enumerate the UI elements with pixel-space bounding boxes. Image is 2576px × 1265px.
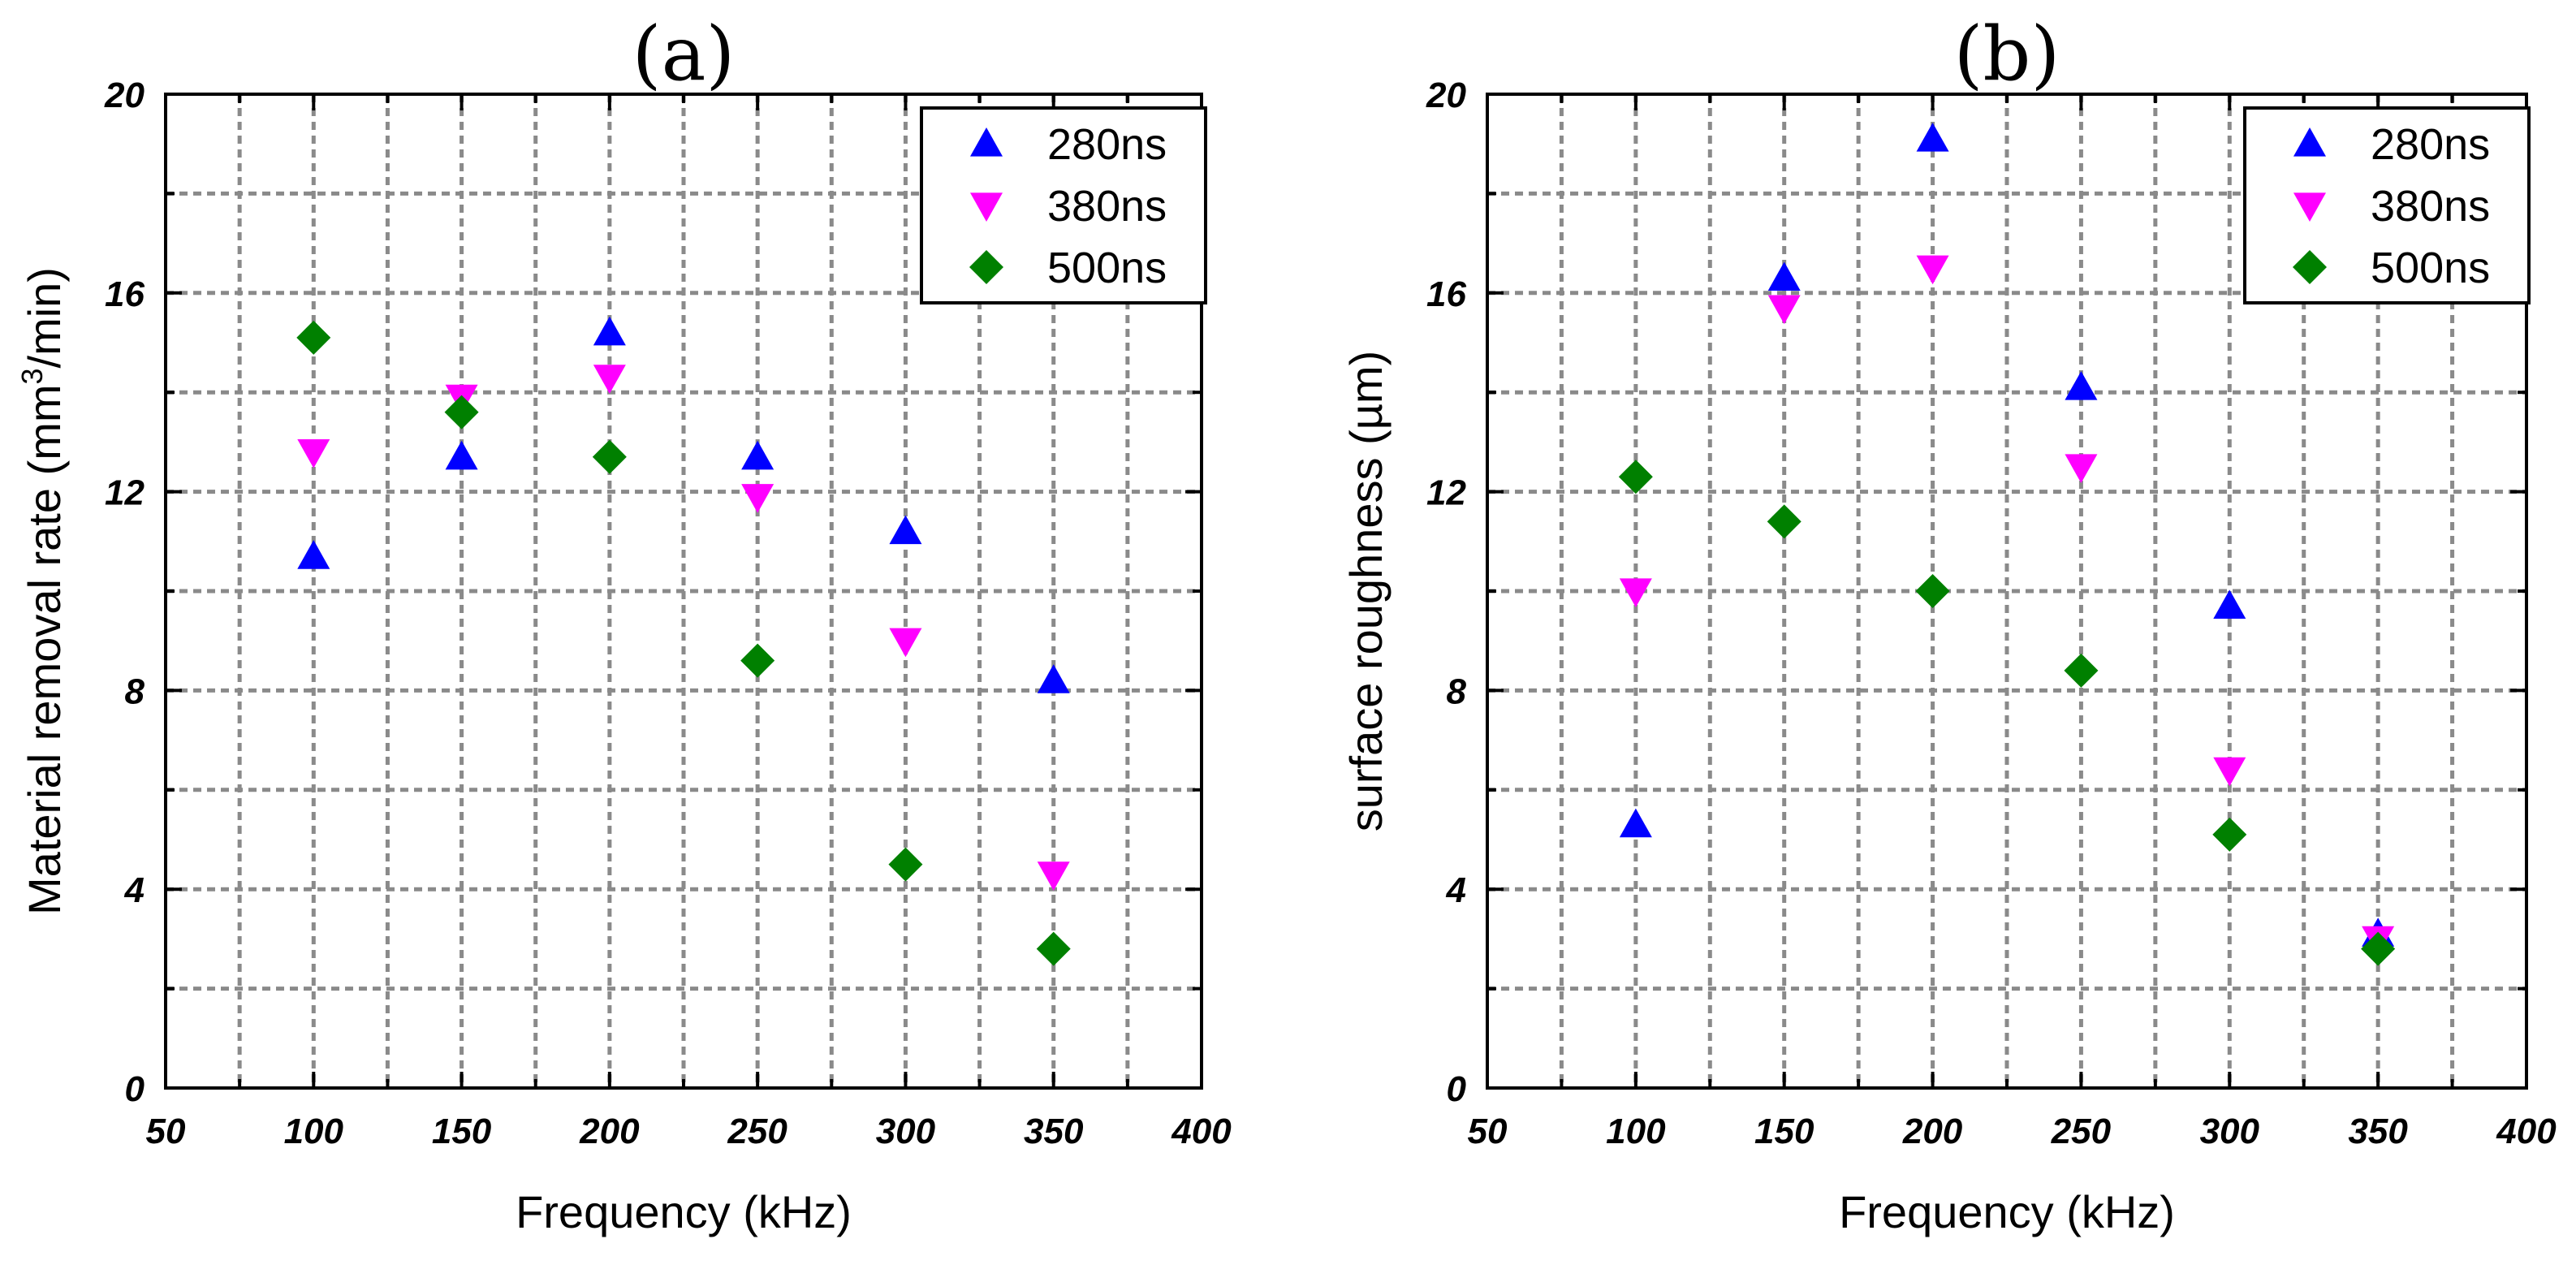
data-point-280ns [445, 440, 478, 470]
data-point-500ns [888, 847, 923, 882]
legend: 280ns 380ns 500ns [920, 106, 1207, 304]
y-axis-title-tail: /min) [19, 267, 70, 368]
data-points [296, 316, 1071, 966]
x-tick-label: 400 [1171, 1112, 1232, 1151]
grid [166, 94, 1202, 1088]
x-tick-label: 250 [727, 1112, 787, 1151]
y-tick-label: 20 [104, 76, 145, 115]
data-point-500ns [2361, 931, 2396, 966]
legend-box [920, 106, 1207, 304]
data-point-280ns [593, 316, 626, 346]
legend-marker-500ns [2293, 250, 2327, 284]
data-point-500ns [296, 320, 331, 355]
y-axis-title: surface roughness (µm) [1340, 351, 1392, 831]
legend-marker-380ns [2293, 192, 2326, 222]
legend-marker-280ns [2293, 127, 2326, 157]
data-point-500ns [444, 395, 479, 430]
x-tick-label: 100 [1606, 1112, 1666, 1151]
data-point-380ns [297, 439, 330, 468]
data-point-280ns [1767, 261, 1801, 291]
y-tick-label: 0 [125, 1069, 145, 1109]
legend-label: 280ns [2371, 120, 2490, 169]
legend: 280ns 380ns 500ns [2243, 106, 2531, 304]
data-point-380ns [889, 628, 922, 658]
x-tick-label: 50 [1468, 1112, 1508, 1151]
x-tick-label: 400 [2496, 1112, 2557, 1151]
x-tick-label: 350 [1024, 1112, 1084, 1151]
data-point-500ns [740, 643, 775, 678]
x-axis: 50 100 150 200 250 300 350 400 [1468, 94, 2557, 1151]
x-tick-label: 50 [146, 1112, 186, 1151]
legend-label: 500ns [2371, 244, 2490, 292]
data-point-500ns [1915, 574, 1950, 608]
y-tick-label: 4 [124, 870, 145, 910]
data-point-280ns [2065, 371, 2098, 400]
y-tick-label: 16 [105, 274, 145, 314]
y-tick-label: 20 [1426, 76, 1466, 115]
y-tick-label: 0 [1447, 1069, 1467, 1109]
data-point-500ns [2212, 817, 2247, 852]
data-point-280ns [297, 540, 330, 569]
data-point-380ns [741, 484, 775, 513]
data-point-380ns [1767, 295, 1801, 325]
data-point-380ns [1916, 255, 1949, 285]
x-tick-label: 150 [1754, 1112, 1814, 1151]
legend-label: 500ns [1047, 244, 1167, 292]
x-axis-title: Frequency (kHz) [1839, 1186, 2175, 1237]
data-point-280ns [1037, 664, 1070, 693]
y-axis-title-sup: 3 [15, 368, 49, 384]
x-tick-label: 150 [432, 1112, 492, 1151]
data-point-500ns [1036, 931, 1071, 966]
x-tick-label: 100 [284, 1112, 344, 1151]
data-point-500ns [592, 439, 627, 474]
legend-marker-380ns [970, 192, 1003, 222]
y-tick-label: 12 [105, 473, 145, 513]
data-point-500ns [1767, 504, 1801, 539]
data-point-280ns [889, 515, 922, 545]
legend-marker-500ns [969, 250, 1003, 284]
x-tick-label: 250 [2051, 1112, 2112, 1151]
data-point-280ns [1619, 808, 1652, 838]
data-points [1618, 123, 2396, 966]
y-tick-label: 8 [1447, 671, 1467, 711]
legend-marker-280ns [970, 127, 1003, 157]
data-point-500ns [2064, 653, 2099, 688]
panel-label: (a) [632, 11, 736, 97]
data-point-500ns [1618, 460, 1653, 494]
legend-label: 380ns [1047, 182, 1167, 231]
y-axis: 0 4 8 12 16 20 [1426, 76, 2526, 1109]
data-point-380ns [2065, 454, 2098, 483]
x-axis: 50 100 150 200 250 300 350 400 [146, 94, 1232, 1151]
data-point-380ns [593, 365, 626, 394]
y-axis-title-main: Material removal rate (mm [19, 385, 70, 915]
y-axis-title-main: surface roughness (µm) [1340, 351, 1392, 831]
x-tick-label: 200 [1902, 1112, 1963, 1151]
x-tick-label: 300 [876, 1112, 936, 1151]
data-point-280ns [1916, 123, 1949, 152]
data-point-280ns [741, 440, 775, 470]
y-tick-label: 4 [1446, 870, 1466, 910]
y-axis-title: Material removal rate (mm3/min) [15, 267, 70, 915]
x-tick-label: 350 [2348, 1112, 2408, 1151]
data-point-380ns [1619, 578, 1652, 607]
y-axis: 0 4 8 12 16 20 [104, 76, 1202, 1109]
panel-label: (b) [1954, 11, 2060, 97]
x-tick-label: 200 [579, 1112, 640, 1151]
legend-label: 380ns [2371, 182, 2490, 231]
y-tick-label: 12 [1426, 473, 1466, 513]
legend-label: 280ns [1047, 120, 1167, 169]
data-point-380ns [1037, 861, 1070, 891]
chart-panel-b: 50 100 150 200 250 300 350 400 0 4 8 12 16 20 Frequenc… [1340, 11, 2557, 1237]
y-tick-label: 16 [1426, 274, 1466, 314]
x-axis-title: Frequency (kHz) [516, 1186, 852, 1237]
data-point-280ns [2213, 589, 2246, 619]
x-tick-label: 300 [2200, 1112, 2260, 1151]
chart-panel-a: 50 100 150 200 250 300 350 400 0 4 8 12 16 20 Frequenc… [15, 11, 1232, 1237]
legend-box [2243, 106, 2531, 304]
data-point-380ns [2213, 757, 2246, 787]
y-tick-label: 8 [125, 671, 145, 711]
